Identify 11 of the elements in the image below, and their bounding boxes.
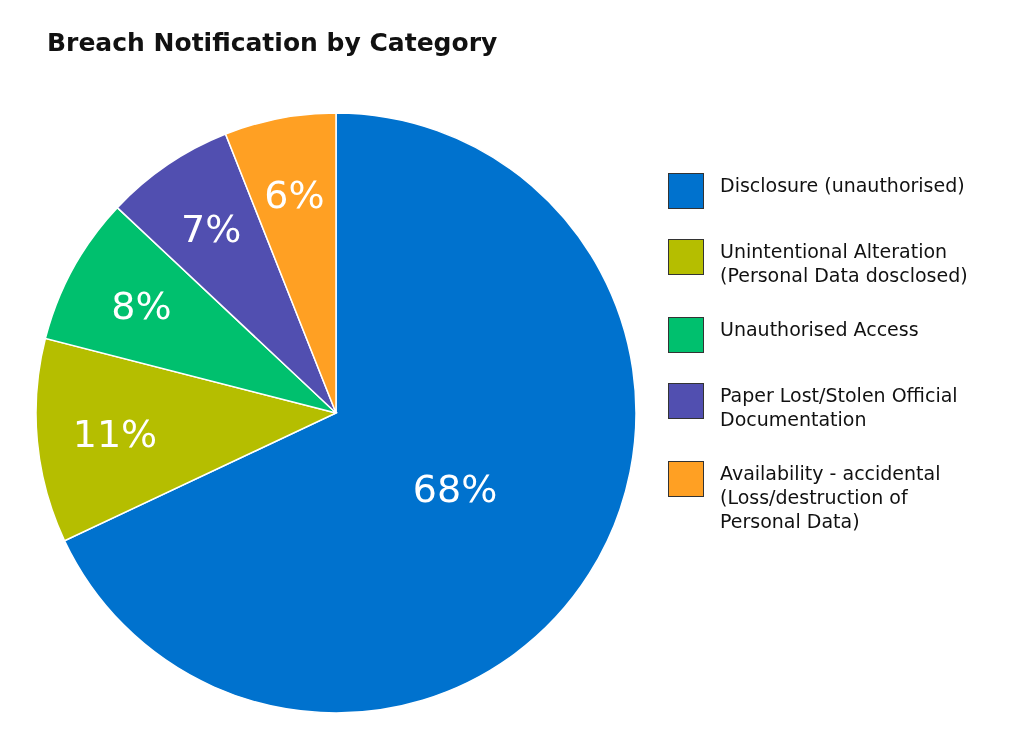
legend-label: Unintentional Alteration (Personal Data dosclosed)	[720, 239, 968, 287]
chart-title: Breach Notification by Category	[47, 28, 498, 57]
legend-label: Availability - accidental (Loss/destruction of Personal Data)	[720, 461, 942, 533]
legend-label: Paper Lost/Stolen Official Documentation	[720, 383, 959, 431]
data-label: 7%	[181, 207, 242, 252]
data-label: 11%	[72, 411, 158, 456]
legend-label: Disclosure (unauthorised)	[720, 173, 966, 197]
data-label: 6%	[264, 172, 325, 217]
legend-label: Unauthorised Access	[720, 317, 920, 341]
data-label: 8%	[111, 284, 172, 329]
data-label: 68%	[412, 466, 498, 511]
